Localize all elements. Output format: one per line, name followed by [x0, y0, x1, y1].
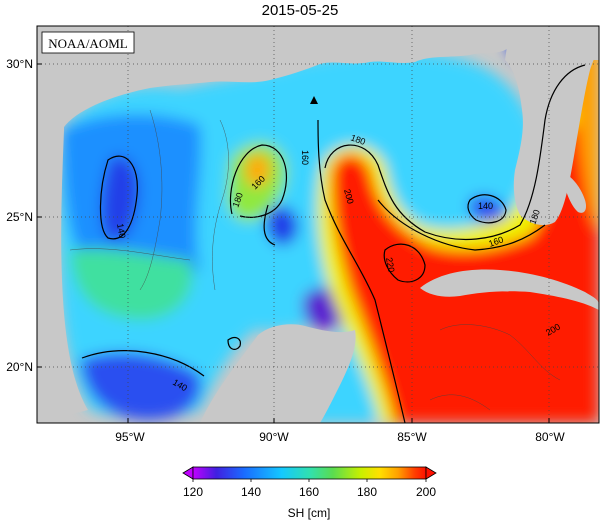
- latitude-labels: 30°N 25°N 20°N: [6, 57, 33, 374]
- colorbar-high-arrow: [425, 466, 437, 480]
- west-deep-blue-eddy: [101, 156, 139, 241]
- southwest-blue: [80, 352, 201, 420]
- lon-tick-label: 90°W: [259, 430, 289, 444]
- north-coast-land: [37, 26, 599, 130]
- lat-tick-label: 25°N: [6, 210, 33, 224]
- colorbar-low-arrow: [182, 466, 194, 480]
- contour-140-florida: [467, 194, 507, 224]
- florida-peninsula: [505, 26, 599, 226]
- contour-label: 180: [349, 132, 367, 147]
- contour-160-center: [263, 204, 276, 246]
- contour-160-florida: [377, 199, 546, 251]
- lat-tick-label: 20°N: [6, 360, 33, 374]
- contour-140-southwest: [81, 350, 205, 377]
- map-frame: [36, 25, 600, 424]
- contour-label: 180: [527, 208, 542, 226]
- colorbar-tick-label: 120: [183, 485, 203, 499]
- contour-lines: [81, 64, 586, 423]
- central-blue-eddy: [266, 206, 299, 246]
- yucatan-peninsula: [200, 324, 356, 423]
- graticule: [37, 26, 599, 423]
- colorbar-tick-label: 140: [241, 485, 261, 499]
- lon-tick-label: 95°W: [115, 430, 145, 444]
- colorbar-title: SH [cm]: [288, 506, 331, 520]
- contour-label: 160: [487, 234, 505, 249]
- central-green: [70, 248, 193, 320]
- colorbar: 120 140 160 180 200 SH [cm]: [182, 466, 437, 520]
- cuba-island: [420, 269, 599, 310]
- colorbar-tick-label: 180: [357, 485, 377, 499]
- land-masses: [37, 26, 599, 423]
- colorbar-tick-label: 200: [416, 485, 436, 499]
- contour-label: 220: [384, 257, 396, 274]
- contour-label-group: 140 140 140 160 160 160 180 180 180 200 …: [115, 132, 562, 393]
- west-coast-land: [37, 26, 88, 423]
- map-title: 2015-05-25: [261, 2, 339, 19]
- axis-ticks: [37, 63, 550, 423]
- longitude-labels: 95°W 90°W 85°W 80°W: [115, 430, 565, 444]
- contour-140-yucatan: [227, 336, 241, 350]
- florida-current-blue: [468, 195, 505, 223]
- colorbar-tick-label: 160: [299, 485, 319, 499]
- contour-label: 180: [230, 191, 245, 209]
- bahamas-land: [560, 170, 587, 213]
- colorbar-gradient: [192, 466, 427, 480]
- contour-label: 200: [342, 188, 356, 205]
- thin-contours: [69, 109, 561, 411]
- contour-220-loop: [383, 243, 426, 283]
- lat-tick-label: 30°N: [6, 57, 33, 71]
- lon-tick-label: 80°W: [535, 430, 565, 444]
- contour-label: 140: [115, 223, 127, 240]
- credit-box: NOAA/AOML: [41, 31, 135, 54]
- contour-180-eddy: [229, 144, 287, 218]
- contour-140-west: [99, 155, 138, 240]
- buoy-triangle-icon: [310, 96, 318, 104]
- lon-tick-label: 85°W: [397, 430, 427, 444]
- credit-label: NOAA/AOML: [48, 36, 128, 51]
- contour-180-loop: [324, 64, 586, 241]
- contour-label: 160: [300, 150, 310, 165]
- eddy-ring-orange: [245, 154, 271, 187]
- plot-area: [37, 26, 599, 423]
- contour-160-loop: [317, 119, 406, 423]
- contour-label: 140: [478, 201, 493, 211]
